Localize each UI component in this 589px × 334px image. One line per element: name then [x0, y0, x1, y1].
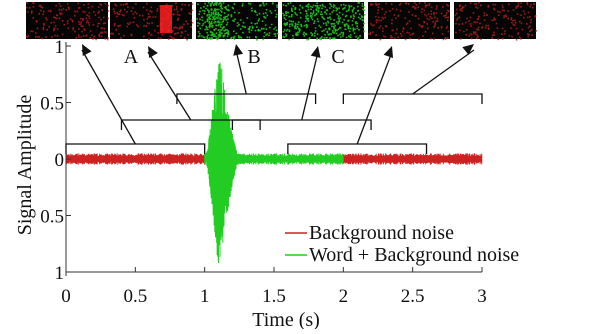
thumbnail-speckle: [368, 2, 450, 41]
legend-label-background-noise: Background noise: [309, 222, 454, 244]
thumbnail-word-onset: [160, 5, 172, 33]
x-tick-label: 3: [477, 286, 487, 307]
legend-label-word: Word + Background noise: [309, 244, 519, 266]
spectrogram-thumbnails: [26, 2, 538, 41]
window-label: B: [247, 46, 260, 68]
y-tick-label: 0.5: [40, 207, 64, 228]
y-tick-label: 0: [55, 150, 65, 171]
x-tick-label: 2.5: [401, 286, 425, 307]
word-signal-trace: [204, 62, 344, 263]
window-bracket: [120, 46, 261, 130]
arrow-head: [383, 46, 394, 59]
waveform: [65, 62, 483, 263]
arrow-head: [310, 46, 321, 58]
arrow-shaft: [412, 49, 475, 95]
x-tick-label: 1: [200, 286, 210, 307]
x-tick-label: 0.5: [123, 286, 147, 307]
spectrogram-thumbnail: [454, 2, 538, 41]
background-noise-trace: [342, 153, 483, 165]
spectrogram-thumbnail: [110, 2, 194, 41]
window-bracket: [287, 46, 428, 154]
arrow-shaft: [147, 51, 192, 121]
bracket-line: [287, 143, 428, 154]
arrow-shaft: [81, 49, 136, 145]
x-tick-label: 0: [61, 286, 71, 307]
window-bracket: [65, 44, 206, 154]
y-tick-label: 1: [55, 37, 65, 58]
bracket-line: [342, 93, 483, 104]
bracket-line: [120, 119, 261, 130]
y-tick-label: 1: [55, 263, 65, 284]
y-tick-label: 0.5: [40, 94, 64, 115]
window-bracket: [176, 44, 317, 104]
thumbnail-speckle: [282, 2, 366, 41]
thumbnail-speckle: [110, 2, 194, 41]
analysis-windows: [65, 44, 483, 154]
thumbnail-background: [454, 2, 536, 39]
x-tick-label: 1.5: [262, 286, 286, 307]
x-tick-label: 2: [339, 286, 349, 307]
thumbnail-speckle: [26, 2, 110, 41]
spectrogram-thumbnail: [282, 2, 366, 41]
bracket-line: [65, 143, 206, 154]
arrow-head: [233, 44, 244, 56]
arrow-shaft: [235, 49, 247, 95]
arrow-head: [148, 46, 158, 59]
window-label: A: [124, 46, 139, 68]
y-axis-title: Signal Amplitude: [14, 95, 36, 236]
x-axis-title: Time (s): [252, 309, 320, 329]
spectrogram-thumbnail: [368, 2, 450, 41]
arrow-shaft: [356, 51, 393, 145]
window-bracket: [231, 46, 372, 130]
thumbnail-speckle: [454, 2, 538, 41]
bracket-line: [176, 93, 317, 104]
spectrogram-thumbnail: [196, 2, 279, 41]
arrow-head: [82, 44, 92, 57]
legend: [285, 232, 307, 256]
spectrogram-thumbnail: [26, 2, 110, 41]
bracket-line: [231, 119, 372, 130]
window-bracket: [342, 44, 483, 104]
arrow-head: [462, 44, 474, 55]
window-label: C: [331, 46, 344, 68]
arrow-shaft: [301, 51, 319, 121]
background-noise-trace: [65, 153, 205, 165]
thumbnail-speckle: [196, 2, 279, 41]
